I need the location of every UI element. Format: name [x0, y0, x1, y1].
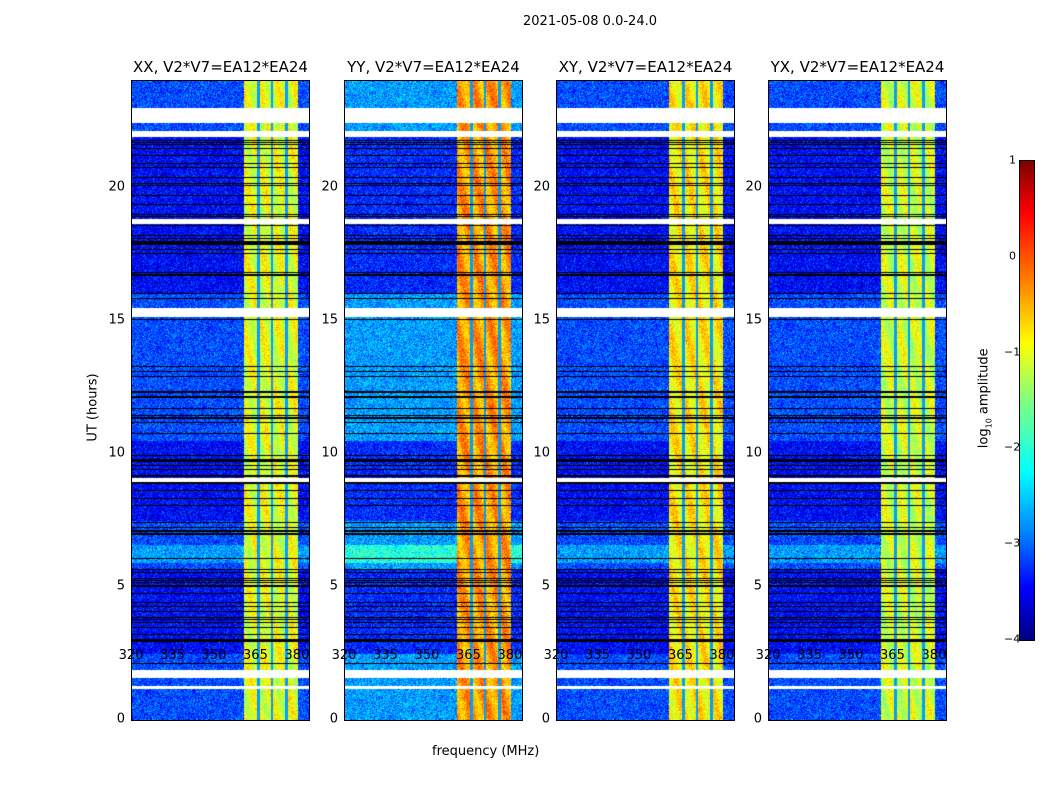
x-tick-label: 365 [880, 648, 905, 663]
x-tick-label: 350 [626, 648, 652, 663]
y-tick-label: 5 [541, 578, 550, 594]
x-tick-label: 335 [373, 648, 398, 663]
x-tick-label: 335 [585, 648, 610, 663]
y-tick-label: 0 [541, 711, 550, 727]
y-tick-label: 20 [745, 179, 762, 194]
x-tick-label: 320 [118, 648, 144, 663]
panel-title: YY, V2*V7=EA12*EA24 [347, 58, 520, 76]
y-tick-label: 5 [329, 578, 338, 594]
x-tick-label: 380 [497, 648, 523, 663]
y-tick-label: 10 [533, 445, 550, 461]
x-tick-label: 365 [243, 648, 268, 663]
y-tick-label: 0 [329, 711, 338, 727]
y-tick-label: 15 [321, 312, 338, 328]
y-tick-label: 20 [108, 179, 125, 194]
colorbar-tick-label: −3 [1004, 536, 1021, 550]
y-tick-label: 10 [321, 445, 338, 461]
y-tick-label: 15 [745, 312, 762, 328]
y-tick-label: 20 [533, 179, 550, 194]
y-tick-label: 5 [116, 578, 125, 594]
spectrogram-panel-1: XX, V2*V7=EA12*EA24 [131, 58, 310, 721]
spectrogram-panel-2: YY, V2*V7=EA12*EA24 [344, 58, 523, 721]
x-tick-label: 380 [709, 648, 735, 663]
colorbar-label: log10 amplitude [976, 348, 994, 449]
y-tick-label: 15 [533, 312, 550, 328]
y-tick-label: 15 [108, 312, 125, 328]
x-tick-label: 380 [921, 648, 947, 663]
panel-title: XY, V2*V7=EA12*EA24 [558, 58, 733, 76]
y-tick-label: 0 [116, 711, 125, 727]
y-tick-label: 10 [745, 445, 762, 461]
y-tick-label: 5 [753, 578, 762, 594]
colorbar-tick-label: −2 [1004, 440, 1021, 454]
spectrogram-panel-4: YX, V2*V7=EA12*EA24 [768, 58, 947, 721]
x-tick-label: 320 [755, 648, 781, 663]
spectrogram-image [557, 81, 734, 720]
x-tick-label: 350 [201, 648, 227, 663]
x-tick-label: 380 [284, 648, 310, 663]
x-tick-label: 335 [160, 648, 185, 663]
x-tick-label: 365 [456, 648, 481, 663]
colorbar-tick-label: 0 [1009, 249, 1016, 263]
x-tick-label: 320 [543, 648, 569, 663]
figure-title: 2021-05-08 0.0-24.0 [523, 14, 657, 29]
colorbar-tick-label: −4 [1004, 632, 1021, 646]
y-axis-label: UT (hours) [85, 373, 101, 442]
x-axis-label: frequency (MHz) [432, 744, 540, 759]
spectrogram-image [769, 81, 946, 720]
x-tick-label: 350 [414, 648, 440, 663]
colorbar-tick-label: 1 [1009, 153, 1016, 167]
x-tick-label: 320 [331, 648, 357, 663]
panel-title: XX, V2*V7=EA12*EA24 [133, 58, 308, 76]
x-tick-label: 365 [668, 648, 693, 663]
colorbar [1019, 160, 1035, 641]
x-tick-label: 350 [838, 648, 864, 663]
spectrogram-image [345, 81, 522, 720]
x-tick-label: 335 [797, 648, 822, 663]
spectrogram-image [132, 81, 309, 720]
y-tick-label: 10 [108, 445, 125, 461]
y-tick-label: 20 [321, 179, 338, 194]
colorbar-tick-label: −1 [1004, 345, 1021, 359]
y-tick-label: 0 [753, 711, 762, 727]
panel-title: YX, V2*V7=EA12*EA24 [770, 58, 945, 76]
spectrogram-panel-3: XY, V2*V7=EA12*EA24 [556, 58, 735, 721]
